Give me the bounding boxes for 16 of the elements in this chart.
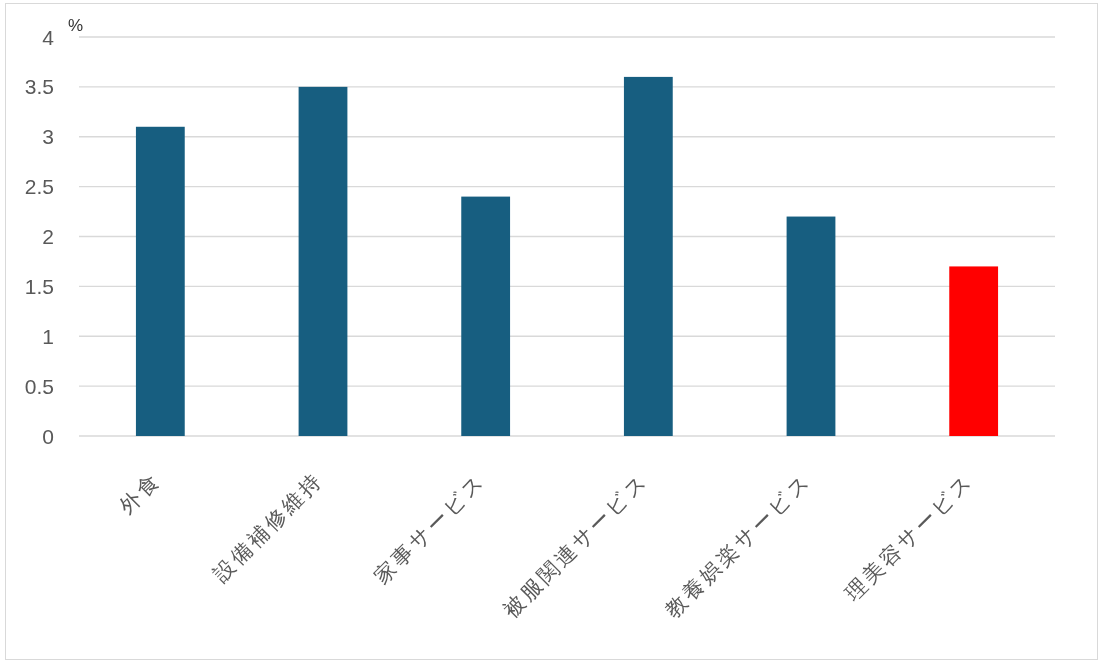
x-tick-label: 外食 [114, 467, 165, 519]
x-tick-label: 教養娯楽サービス [660, 467, 816, 623]
y-tick-label: 4 [42, 25, 55, 49]
y-tick-label: 2 [42, 225, 54, 248]
x-tick-label: 理美容サービス [840, 467, 978, 606]
y-tick-label: 3 [42, 125, 54, 149]
x-tick-label: 被服関連サービス [498, 467, 653, 623]
x-tick-label: 家事サービス [369, 467, 490, 589]
y-tick-label: 0.5 [24, 374, 54, 398]
y-tick-label: 3.5 [24, 75, 54, 99]
y-tick-label: 1.5 [24, 274, 54, 298]
y-tick-label: 0 [42, 424, 54, 448]
x-tick-label: 設備補修維持 [209, 467, 328, 586]
y-tick-label: 1 [42, 324, 54, 348]
y-tick-label: 2.5 [24, 175, 54, 199]
y-axis-title: % [68, 16, 84, 35]
